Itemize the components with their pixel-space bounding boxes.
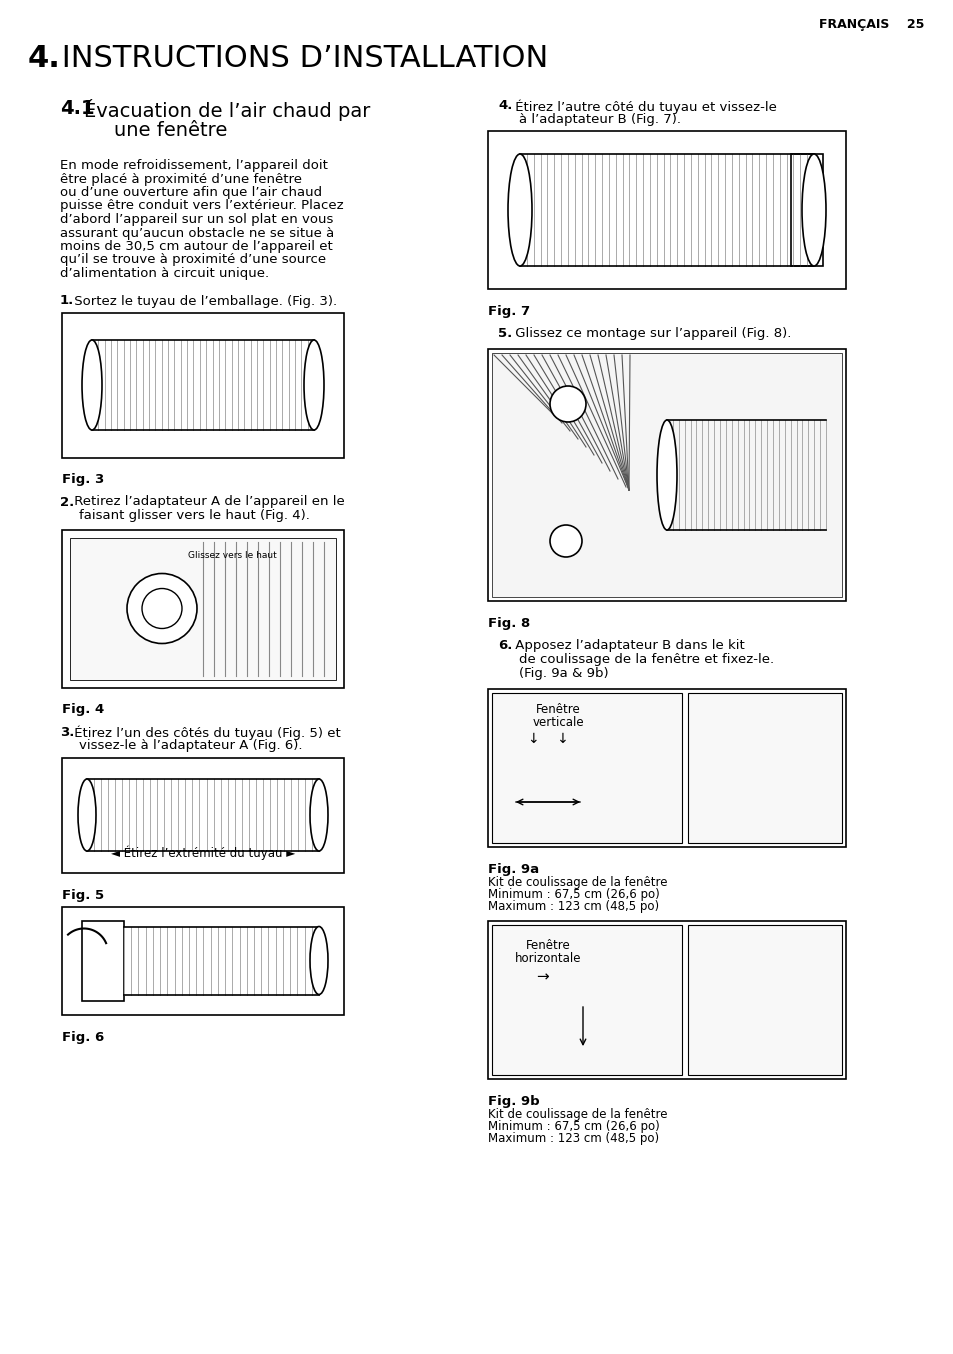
Circle shape bbox=[550, 386, 585, 422]
Bar bbox=[70, 538, 335, 680]
Text: de coulissage de la fenêtre et fixez-le.: de coulissage de la fenêtre et fixez-le. bbox=[518, 653, 773, 666]
Bar bbox=[62, 757, 344, 872]
Text: Fenêtre: Fenêtre bbox=[525, 940, 570, 952]
Ellipse shape bbox=[82, 340, 102, 431]
Circle shape bbox=[127, 574, 196, 643]
Text: Maximum : 123 cm (48,5 po): Maximum : 123 cm (48,5 po) bbox=[488, 1132, 659, 1145]
Bar bbox=[488, 689, 845, 848]
Text: ↓    ↓: ↓ ↓ bbox=[527, 733, 568, 746]
Text: être placé à proximité d’une fenêtre: être placé à proximité d’une fenêtre bbox=[60, 172, 302, 185]
Text: 3.: 3. bbox=[60, 726, 74, 738]
Text: horizontale: horizontale bbox=[515, 952, 580, 965]
Text: d’alimentation à circuit unique.: d’alimentation à circuit unique. bbox=[60, 267, 269, 280]
Text: Fig. 3: Fig. 3 bbox=[62, 474, 104, 486]
Text: →: → bbox=[536, 969, 549, 984]
Ellipse shape bbox=[304, 340, 324, 431]
Text: Kit de coulissage de la fenêtre: Kit de coulissage de la fenêtre bbox=[488, 1108, 667, 1121]
Text: 1.: 1. bbox=[60, 295, 74, 307]
Text: ou d’une ouverture afin que l’air chaud: ou d’une ouverture afin que l’air chaud bbox=[60, 185, 322, 199]
Bar bbox=[488, 131, 845, 288]
Text: qu’il se trouve à proximité d’une source: qu’il se trouve à proximité d’une source bbox=[60, 253, 326, 267]
Bar bbox=[492, 925, 681, 1075]
Ellipse shape bbox=[657, 420, 677, 529]
Bar bbox=[687, 693, 841, 844]
Text: Étirez l’autre côté du tuyau et vissez-le: Étirez l’autre côté du tuyau et vissez-l… bbox=[511, 99, 776, 114]
Text: 6.: 6. bbox=[497, 639, 512, 653]
Bar bbox=[82, 921, 124, 1001]
Text: Fig. 9a: Fig. 9a bbox=[488, 862, 538, 876]
Bar bbox=[687, 925, 841, 1075]
Text: verticale: verticale bbox=[532, 716, 583, 728]
Text: Glissez vers le haut: Glissez vers le haut bbox=[188, 551, 276, 561]
Text: moins de 30,5 cm autour de l’appareil et: moins de 30,5 cm autour de l’appareil et bbox=[60, 240, 333, 253]
Text: 4.: 4. bbox=[497, 99, 512, 112]
Text: assurant qu’aucun obstacle ne se situe à: assurant qu’aucun obstacle ne se situe à bbox=[60, 226, 334, 240]
Bar bbox=[492, 353, 841, 597]
Bar bbox=[62, 529, 344, 688]
Text: Fig. 9b: Fig. 9b bbox=[488, 1095, 539, 1108]
Text: 2.: 2. bbox=[60, 496, 74, 509]
Text: Apposez l’adaptateur B dans le kit: Apposez l’adaptateur B dans le kit bbox=[511, 639, 744, 653]
Circle shape bbox=[550, 525, 581, 556]
Text: à l’adaptateur B (Fig. 7).: à l’adaptateur B (Fig. 7). bbox=[518, 112, 680, 126]
Bar bbox=[62, 313, 344, 458]
Ellipse shape bbox=[310, 926, 328, 994]
Ellipse shape bbox=[507, 154, 532, 265]
Text: FRANÇAIS    25: FRANÇAIS 25 bbox=[818, 18, 923, 31]
Ellipse shape bbox=[801, 154, 825, 265]
Text: Fenêtre: Fenêtre bbox=[535, 703, 579, 716]
Bar bbox=[492, 693, 681, 844]
Ellipse shape bbox=[78, 779, 96, 852]
Text: (Fig. 9a & 9b): (Fig. 9a & 9b) bbox=[518, 668, 608, 680]
Text: faisant glisser vers le haut (Fig. 4).: faisant glisser vers le haut (Fig. 4). bbox=[79, 509, 310, 523]
Text: Fig. 6: Fig. 6 bbox=[62, 1030, 104, 1044]
Bar bbox=[488, 921, 845, 1079]
Text: Sortez le tuyau de l’emballage. (Fig. 3).: Sortez le tuyau de l’emballage. (Fig. 3)… bbox=[70, 295, 336, 307]
Text: Maximum : 123 cm (48,5 po): Maximum : 123 cm (48,5 po) bbox=[488, 900, 659, 913]
Text: 5.: 5. bbox=[497, 328, 512, 340]
Bar bbox=[790, 154, 822, 265]
Text: Évacuation de l’air chaud par: Évacuation de l’air chaud par bbox=[84, 99, 370, 121]
Text: Fig. 5: Fig. 5 bbox=[62, 888, 104, 902]
Text: Kit de coulissage de la fenêtre: Kit de coulissage de la fenêtre bbox=[488, 876, 667, 890]
Text: Glissez ce montage sur l’appareil (Fig. 8).: Glissez ce montage sur l’appareil (Fig. … bbox=[511, 328, 791, 340]
Text: Fig. 4: Fig. 4 bbox=[62, 704, 104, 716]
Bar bbox=[488, 349, 845, 601]
Text: vissez-le à l’adaptateur A (Fig. 6).: vissez-le à l’adaptateur A (Fig. 6). bbox=[79, 739, 302, 753]
Text: Fig. 7: Fig. 7 bbox=[488, 305, 530, 318]
Text: ◄ Étirez l’extrémité du tuyau ►: ◄ Étirez l’extrémité du tuyau ► bbox=[111, 846, 294, 861]
Text: INSTRUCTIONS D’INSTALLATION: INSTRUCTIONS D’INSTALLATION bbox=[52, 43, 548, 73]
Text: une fenêtre: une fenêtre bbox=[113, 121, 227, 139]
Text: d’abord l’appareil sur un sol plat en vous: d’abord l’appareil sur un sol plat en vo… bbox=[60, 213, 333, 226]
Text: 4.1: 4.1 bbox=[60, 99, 94, 118]
Ellipse shape bbox=[310, 779, 328, 852]
Text: En mode refroidissement, l’appareil doit: En mode refroidissement, l’appareil doit bbox=[60, 158, 328, 172]
Text: Fig. 8: Fig. 8 bbox=[488, 617, 530, 630]
Text: 4.: 4. bbox=[28, 43, 61, 73]
Text: Étirez l’un des côtés du tuyau (Fig. 5) et: Étirez l’un des côtés du tuyau (Fig. 5) … bbox=[70, 726, 340, 741]
Text: Retirez l’adaptateur A de l’appareil en le: Retirez l’adaptateur A de l’appareil en … bbox=[70, 496, 344, 509]
Text: Minimum : 67,5 cm (26,6 po): Minimum : 67,5 cm (26,6 po) bbox=[488, 888, 659, 900]
Bar bbox=[62, 906, 344, 1014]
Text: puisse être conduit vers l’extérieur. Placez: puisse être conduit vers l’extérieur. Pl… bbox=[60, 199, 343, 213]
Circle shape bbox=[142, 589, 182, 628]
Text: Minimum : 67,5 cm (26,6 po): Minimum : 67,5 cm (26,6 po) bbox=[488, 1120, 659, 1133]
